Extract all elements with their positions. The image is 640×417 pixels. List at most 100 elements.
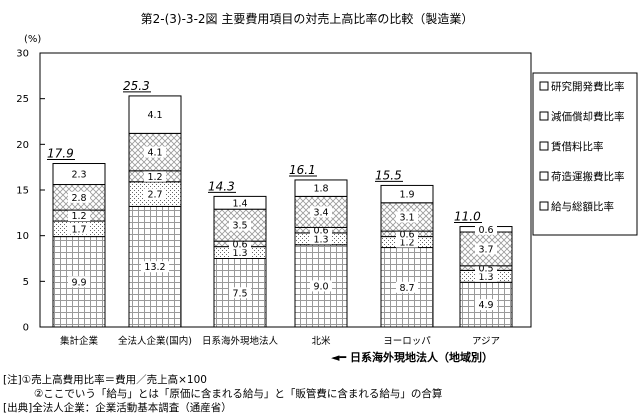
data-label: 0.5 bbox=[478, 264, 493, 275]
x-axis: 集計企業 全法人企業(国内) 日系海外現地法人 北米 ヨーロッパ アジア bbox=[60, 335, 500, 347]
data-label: 1.8 bbox=[313, 184, 328, 195]
y-axis-unit: (%) bbox=[24, 34, 41, 45]
total-label: 14.3 bbox=[208, 179, 235, 193]
y-tick-label: 5 bbox=[23, 277, 29, 288]
total-label: 15.5 bbox=[375, 168, 402, 182]
notes: [注]①売上高費用比率＝費用／売上高×100 ②ここでいう「給与」とは「原価に含… bbox=[3, 373, 442, 415]
data-label: 1.3 bbox=[232, 248, 247, 259]
data-label: 7.5 bbox=[232, 288, 247, 299]
total-label: 17.9 bbox=[47, 147, 74, 161]
legend-label: 研究開発費比率 bbox=[551, 80, 625, 93]
data-label: 8.7 bbox=[399, 283, 414, 294]
data-label-bg bbox=[396, 236, 418, 248]
y-tick-label: 25 bbox=[16, 94, 29, 105]
data-label-bg bbox=[68, 276, 90, 288]
data-label-bg bbox=[396, 281, 418, 293]
data-label: 3.7 bbox=[478, 244, 493, 255]
y-tick-label: 15 bbox=[16, 186, 29, 197]
legend-swatch bbox=[539, 201, 549, 211]
data-label-bg bbox=[475, 299, 497, 311]
data-label: 13.2 bbox=[144, 262, 165, 273]
y-axis: 0 5 10 15 20 25 30 bbox=[16, 49, 45, 334]
legend-swatch bbox=[539, 111, 549, 121]
data-label: 0.6 bbox=[313, 226, 328, 237]
data-label-bg bbox=[68, 210, 90, 222]
category-label: ヨーロッパ bbox=[383, 336, 431, 347]
total-label: 25.3 bbox=[123, 79, 150, 93]
note-2: ②ここでいう「給与」とは「原価に含まれる給与」と「販管費に含まれる給与」の合算 bbox=[34, 388, 443, 400]
chart: 第2-(3)-3-2図 主要費用項目の対売上高比率の比較（製造業） (%) 0 5… bbox=[16, 11, 638, 364]
bars: 9.9 1.7 1.2 2.8 2.3 17.9 13.2 2.7 1.2 4.1 4.1 25.3 7… bbox=[47, 79, 513, 328]
data-label-bg bbox=[229, 247, 251, 259]
data-label-bg bbox=[144, 109, 166, 121]
data-label: 4.9 bbox=[478, 300, 493, 311]
data-label-bg bbox=[310, 182, 332, 194]
data-label-bg bbox=[229, 219, 251, 231]
data-label: 0.6 bbox=[232, 239, 247, 250]
data-label-bg bbox=[310, 233, 332, 245]
data-label: 3.4 bbox=[313, 207, 328, 218]
category-label: アジア bbox=[472, 336, 500, 347]
data-label: 4.1 bbox=[147, 110, 162, 121]
total-label: 11.0 bbox=[454, 210, 481, 224]
data-label: 1.9 bbox=[399, 190, 414, 201]
data-label: 2.7 bbox=[147, 190, 162, 201]
y-tick-label: 20 bbox=[16, 140, 29, 151]
y-tick-label: 30 bbox=[16, 49, 29, 60]
data-label: 0.6 bbox=[478, 225, 493, 236]
data-label-bg bbox=[310, 280, 332, 292]
data-label-bg bbox=[141, 261, 169, 273]
data-label: 0.6 bbox=[399, 229, 414, 240]
data-label-bg bbox=[475, 262, 497, 274]
data-label-bg bbox=[229, 287, 251, 299]
category-label: 全法人企業(国内) bbox=[118, 335, 192, 347]
y-tick-label: 0 bbox=[23, 323, 29, 334]
data-label: 3.5 bbox=[232, 221, 247, 232]
data-label-bg bbox=[396, 211, 418, 223]
data-label: 3.1 bbox=[399, 212, 414, 223]
data-label: 1.2 bbox=[147, 172, 162, 183]
data-label-bg bbox=[475, 270, 497, 282]
category-label: 集計企業 bbox=[60, 335, 99, 347]
category-label: 北米 bbox=[311, 335, 331, 347]
data-label: 9.9 bbox=[71, 277, 86, 288]
data-label-bg bbox=[396, 228, 418, 240]
data-label-bg bbox=[475, 243, 497, 255]
data-label-bg bbox=[475, 223, 497, 235]
legend-swatch bbox=[539, 81, 549, 91]
data-label-bg bbox=[310, 224, 332, 236]
data-label: 2.3 bbox=[71, 170, 86, 181]
data-label-bg bbox=[144, 146, 166, 158]
source-note: [出典]全法人企業：企業活動基本調査（通産省） bbox=[3, 402, 232, 414]
y-tick-label: 10 bbox=[16, 231, 29, 242]
data-label-bg bbox=[229, 238, 251, 250]
legend-label: 減価償却費比率 bbox=[551, 110, 625, 123]
data-label: 2.8 bbox=[71, 193, 86, 204]
legend-box bbox=[532, 72, 638, 236]
data-label-bg bbox=[310, 206, 332, 218]
data-label-bg bbox=[68, 223, 90, 235]
data-label-bg bbox=[144, 188, 166, 200]
data-label: 1.4 bbox=[232, 198, 247, 209]
legend-label: 給与総額比率 bbox=[551, 200, 614, 213]
data-label-bg bbox=[144, 170, 166, 182]
region-group-label: ◄━ 日系海外現地法人（地域別） bbox=[331, 350, 493, 364]
legend-label: 荷造運搬費比率 bbox=[551, 170, 625, 183]
legend-swatch bbox=[539, 171, 549, 181]
data-label: 9.0 bbox=[313, 281, 328, 292]
note-1: [注]①売上高費用比率＝費用／売上高×100 bbox=[3, 374, 207, 386]
data-label: 4.1 bbox=[147, 148, 162, 159]
legend-swatch bbox=[539, 141, 549, 151]
data-label: 1.2 bbox=[399, 238, 414, 249]
legend-label: 賃借料比率 bbox=[551, 140, 604, 153]
plot-area bbox=[39, 52, 532, 328]
data-label: 1.3 bbox=[313, 234, 328, 245]
data-label: 1.2 bbox=[71, 211, 86, 222]
data-label-bg bbox=[68, 191, 90, 203]
chart-title: 第2-(3)-3-2図 主要費用項目の対売上高比率の比較（製造業） bbox=[141, 11, 474, 26]
data-label: 1.3 bbox=[478, 272, 493, 283]
data-label: 1.7 bbox=[71, 224, 86, 235]
total-label: 16.1 bbox=[289, 163, 316, 177]
category-label: 日系海外現地法人 bbox=[202, 335, 279, 347]
